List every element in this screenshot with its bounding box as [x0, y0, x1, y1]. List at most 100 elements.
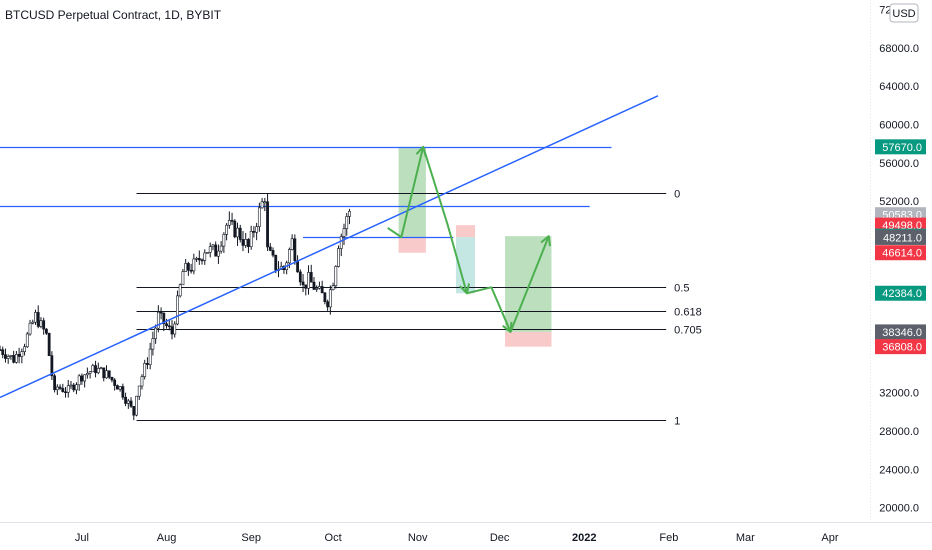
candle-body: [249, 231, 253, 248]
price-tag-value: 57670.0: [882, 142, 922, 154]
price-tick: 28000.0: [879, 426, 919, 438]
candle-body: [156, 311, 160, 329]
projection-arrows[interactable]: [387, 145, 551, 333]
candle-body: [167, 325, 171, 328]
candle-body: [36, 312, 40, 327]
candle-body: [75, 384, 78, 391]
candle-body: [287, 249, 291, 264]
candle-body: [315, 288, 319, 290]
candle-body: [39, 320, 43, 327]
time-tick: Aug: [157, 532, 177, 544]
time-tick: Nov: [408, 532, 428, 544]
red-zone: [505, 331, 552, 347]
candle-body: [214, 244, 218, 257]
candle-body: [217, 250, 220, 257]
currency-label: USD: [892, 8, 915, 20]
candle-body: [31, 321, 35, 324]
candle-body: [66, 385, 70, 393]
candle-body: [266, 201, 269, 248]
candle-body: [268, 246, 272, 251]
candle-body: [260, 201, 264, 209]
candle-body: [342, 228, 346, 237]
price-tag: [875, 339, 926, 355]
price-tick: 32000.0: [879, 388, 919, 400]
candle-body: [55, 386, 59, 391]
candle-body: [247, 239, 250, 248]
candle-body: [1, 349, 5, 355]
candle-body: [85, 372, 89, 376]
candle-body: [53, 375, 57, 391]
candle-body: [113, 379, 117, 386]
candle-body: [173, 323, 177, 335]
candle-body: [154, 327, 158, 339]
horizontal-rays[interactable]: [0, 146, 612, 239]
candle-body: [50, 355, 54, 377]
candle-body: [271, 250, 275, 256]
currency-badge[interactable]: USD: [889, 3, 919, 23]
fib-level-label: 0.618: [674, 307, 702, 319]
time-tick: Sep: [241, 532, 261, 544]
candle-body: [192, 258, 196, 272]
candle-body: [34, 312, 37, 323]
price-tag: [875, 139, 926, 155]
candle-body: [230, 220, 234, 222]
candle-body: [25, 333, 29, 348]
candle-body: [140, 376, 144, 387]
price-tick: 52000.0: [879, 196, 919, 208]
candle-body: [107, 370, 111, 378]
fib-level-label: 0: [674, 189, 680, 201]
candle-body: [132, 406, 136, 416]
candle-body: [176, 295, 179, 325]
candle-body: [80, 375, 84, 382]
candle-body: [301, 281, 305, 286]
price-tag: [875, 245, 926, 261]
candle-body: [94, 365, 97, 374]
candle-body: [118, 386, 122, 390]
candle-body: [20, 351, 24, 357]
candle-body: [4, 354, 7, 359]
green-zone: [505, 236, 552, 332]
candle-body: [6, 356, 10, 359]
time-tick: Jul: [75, 532, 89, 544]
chart-title: BTCUSD Perpetual Contract, 1D, BYBIT: [5, 8, 222, 22]
candle-body: [146, 363, 149, 365]
fib-retracement[interactable]: 0 0.5 0.618 0.705 1: [136, 189, 702, 428]
trendline-segment[interactable]: [0, 95, 659, 399]
trendline[interactable]: [0, 95, 659, 399]
time-tick: Apr: [821, 532, 838, 544]
time-tick: Mar: [736, 532, 755, 544]
candle-body: [124, 396, 127, 404]
candle-body: [0, 349, 2, 351]
candle-body: [312, 281, 316, 290]
candle-body: [64, 391, 67, 394]
candlestick-series: [0, 193, 351, 421]
price-tags: 57670.050583.014:16:3749498.048344.54824…: [875, 139, 926, 355]
candle-body: [222, 234, 226, 247]
candle-body: [42, 320, 46, 330]
candle-body: [135, 395, 138, 416]
candle-body: [96, 368, 100, 374]
candle-body: [211, 244, 215, 247]
price-tick: 60000.0: [879, 120, 919, 132]
candle-body: [345, 216, 349, 229]
candle-body: [225, 224, 229, 235]
candle-body: [88, 371, 92, 374]
time-axis[interactable]: Jul Aug Sep Oct Nov Dec 2022 Feb Mar Apr: [75, 532, 839, 544]
projection-path[interactable]: [387, 145, 550, 333]
price-axis[interactable]: 20000.0 24000.0 28000.0 32000.0 52000.0 56000…: [879, 5, 919, 515]
candle-body: [184, 263, 188, 272]
candle-body: [274, 254, 278, 271]
candle-body: [28, 322, 32, 335]
price-tick: 68000.0: [879, 43, 919, 55]
price-tick: 20000.0: [879, 503, 919, 515]
candle-body: [334, 266, 338, 287]
candle-body: [178, 284, 182, 297]
candle-body: [331, 285, 335, 291]
candle-body: [105, 370, 108, 379]
candle-body: [110, 376, 114, 381]
candle-body: [219, 245, 223, 252]
candle-body: [238, 227, 242, 240]
candle-body: [227, 220, 231, 226]
candle-body: [257, 207, 261, 227]
